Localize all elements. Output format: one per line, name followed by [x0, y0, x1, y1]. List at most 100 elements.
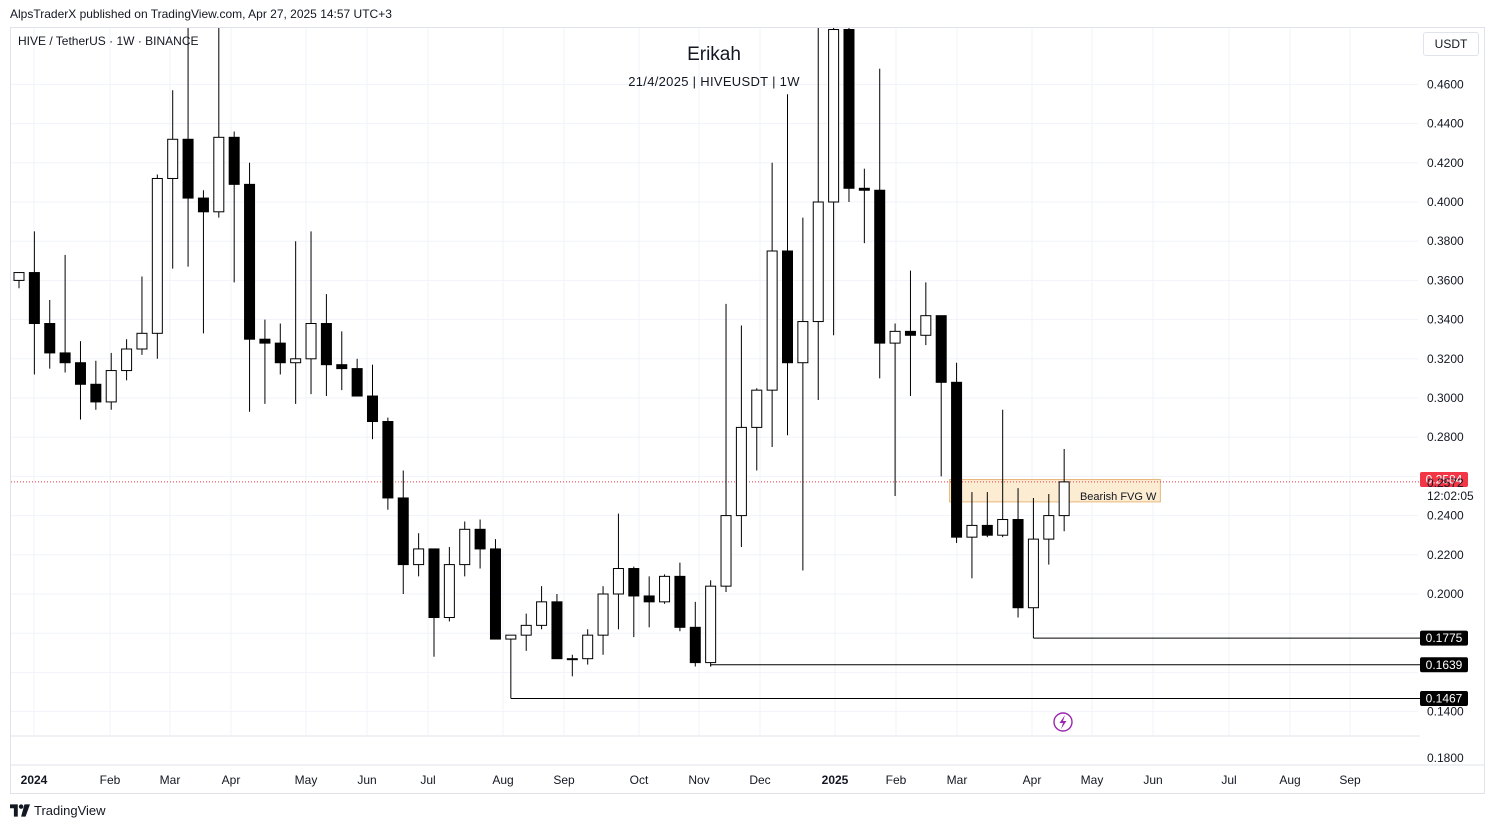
- x-tick-label: Feb: [886, 773, 907, 787]
- candle: [735, 325, 747, 547]
- candle: [858, 168, 870, 244]
- candle-body-bear: [782, 250, 793, 364]
- candle: [105, 352, 117, 410]
- candle: [1027, 497, 1039, 636]
- chart-title: Erikah: [687, 44, 741, 65]
- candle-body-bull: [1058, 481, 1070, 517]
- y-tick-label: 0.2000: [1427, 587, 1464, 601]
- candle: [981, 492, 993, 538]
- candle: [582, 629, 594, 665]
- currency-button[interactable]: USDT: [1423, 32, 1479, 56]
- candle: [797, 217, 809, 571]
- candle-body-bull: [966, 524, 978, 538]
- candle-body-bear: [951, 381, 963, 538]
- candle-body-bear: [628, 568, 640, 597]
- candle-body-bear: [935, 315, 947, 383]
- candle-body-bull: [167, 138, 179, 179]
- candle: [766, 162, 778, 447]
- candle: [674, 562, 686, 632]
- x-tick-label: Oct: [630, 773, 649, 787]
- x-tick-label: Aug: [492, 773, 513, 787]
- candle-body-bear: [382, 421, 394, 499]
- candles: [13, 28, 1070, 692]
- candle-body-bull: [505, 634, 517, 640]
- candle: [182, 28, 194, 267]
- x-tick-label: Jun: [1143, 773, 1162, 787]
- brand-name: TradingView: [34, 803, 106, 818]
- candle-body-bear: [843, 29, 855, 189]
- candle-body-bull: [1027, 538, 1039, 609]
- bolt-glyph: [1059, 715, 1067, 729]
- candle-body-bear: [397, 497, 409, 566]
- y-tick-label: 0.4400: [1427, 117, 1464, 131]
- candle-body-bear: [689, 626, 701, 664]
- candle: [244, 162, 256, 412]
- support-lines: [11, 481, 1420, 699]
- current-price-label: 0.2572: [1427, 476, 1464, 490]
- x-tick-label: Mar: [947, 773, 968, 787]
- candle-body-bear: [351, 368, 363, 397]
- candle-body-bear: [1012, 519, 1024, 609]
- candle: [920, 282, 932, 346]
- candle-body-bull: [997, 519, 1009, 536]
- candle-body-bear: [489, 548, 501, 640]
- candle-body-bear: [874, 189, 886, 344]
- y-tick-label: 0.2400: [1427, 509, 1464, 523]
- x-tick-label: Sep: [553, 773, 575, 787]
- candle: [1043, 494, 1055, 565]
- candle-body-bear: [197, 197, 209, 213]
- candle: [1012, 488, 1024, 618]
- candle-body-bull: [920, 315, 932, 336]
- x-tick-label: Jun: [357, 773, 376, 787]
- candle: [151, 174, 163, 359]
- y-tick-label: 0.3800: [1427, 234, 1464, 248]
- candle-body-bear: [28, 272, 40, 325]
- candle-body-bull: [121, 348, 133, 372]
- candle: [336, 331, 348, 391]
- candle: [689, 601, 701, 667]
- y-tick-label: 0.4600: [1427, 77, 1464, 91]
- candle-body-bull: [136, 332, 148, 350]
- x-tick-label: Jul: [420, 773, 435, 787]
- candle-body-bull: [536, 601, 548, 626]
- candle: [597, 586, 609, 655]
- candle: [305, 231, 317, 395]
- x-tick-label: Nov: [688, 773, 709, 787]
- candle-body-bull: [582, 634, 594, 660]
- candle-body-bear: [858, 187, 870, 191]
- candle-body-bull: [720, 515, 732, 587]
- candle-body-bear: [904, 330, 916, 336]
- candle-body-bull: [13, 272, 25, 281]
- candle-body-bull: [1043, 515, 1055, 540]
- candle: [13, 272, 25, 289]
- price-tag: 0.1775: [1420, 630, 1468, 646]
- candle: [90, 360, 102, 410]
- x-tick-label: May: [295, 773, 318, 787]
- candle-body-bull: [213, 136, 225, 213]
- candle-body-bear: [90, 383, 102, 403]
- candle: [428, 548, 440, 657]
- x-tick-label: 2024: [21, 773, 48, 787]
- candle: [935, 315, 947, 477]
- candle-body-bull: [105, 370, 117, 403]
- candle: [274, 323, 286, 375]
- candle-body-bear: [320, 323, 332, 366]
- candle-body-bear: [643, 595, 655, 603]
- candle: [1058, 448, 1070, 532]
- x-tick-label: Apr: [1023, 773, 1042, 787]
- x-tick-label: Apr: [222, 773, 241, 787]
- brand-footer[interactable]: TradingView: [10, 803, 106, 818]
- symbol-info[interactable]: HIVE / TetherUS · 1W · BINANCE: [18, 34, 199, 48]
- price-tag: 0.1467: [1420, 690, 1468, 706]
- y-tick-label: 0.3400: [1427, 313, 1464, 327]
- candle-body-bear: [428, 548, 440, 619]
- x-tick-label: Mar: [160, 773, 181, 787]
- price-tag-bg: [1420, 657, 1468, 673]
- tradingview-logo-icon: [10, 804, 30, 817]
- price-tag-bg: [1420, 690, 1468, 706]
- x-tick-label: Jul: [1221, 773, 1236, 787]
- candle: [459, 521, 471, 577]
- candle-body-bull: [797, 321, 809, 364]
